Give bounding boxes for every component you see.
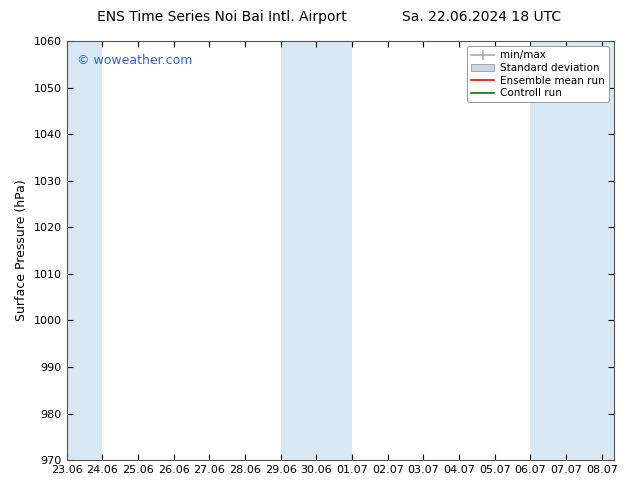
Legend: min/max, Standard deviation, Ensemble mean run, Controll run: min/max, Standard deviation, Ensemble me…	[467, 46, 609, 102]
Text: © woweather.com: © woweather.com	[77, 53, 193, 67]
Text: Sa. 22.06.2024 18 UTC: Sa. 22.06.2024 18 UTC	[403, 10, 561, 24]
Bar	[531, 41, 614, 460]
Bar	[281, 41, 352, 460]
Bar	[67, 41, 102, 460]
Text: ENS Time Series Noi Bai Intl. Airport: ENS Time Series Noi Bai Intl. Airport	[97, 10, 347, 24]
Y-axis label: Surface Pressure (hPa): Surface Pressure (hPa)	[15, 180, 28, 321]
